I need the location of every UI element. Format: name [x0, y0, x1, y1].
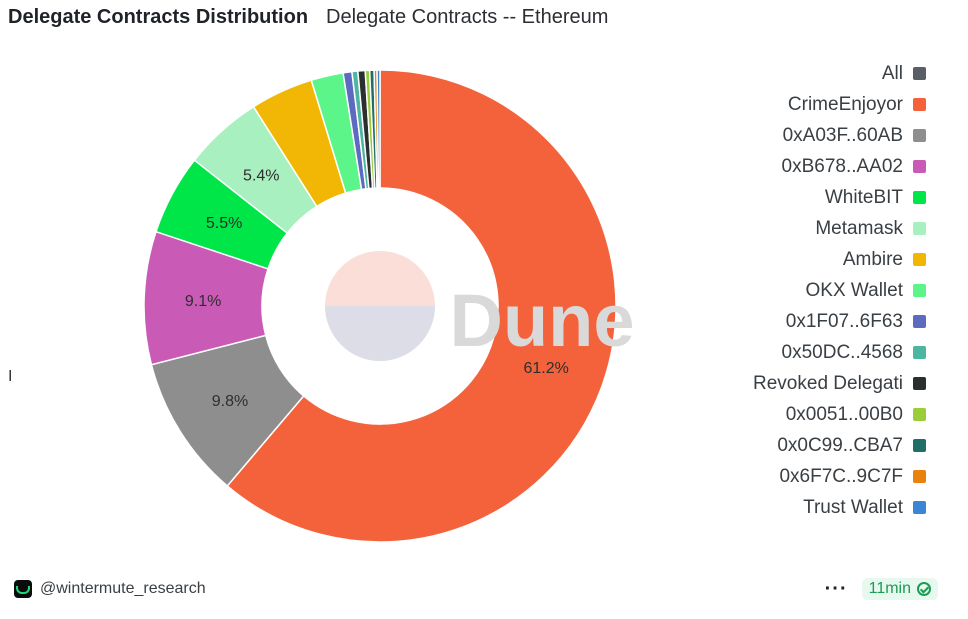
legend-item[interactable]: 0x0051..00B0: [626, 399, 926, 430]
legend-label: WhiteBIT: [824, 186, 903, 208]
legend-item[interactable]: CrimeEnjoyor: [626, 89, 926, 120]
legend-item[interactable]: WhiteBIT: [626, 182, 926, 213]
legend-label: 0x6F7C..9C7F: [779, 465, 903, 487]
legend-label: Metamask: [815, 217, 903, 239]
legend-item[interactable]: Trust Wallet: [626, 492, 926, 523]
dune-watermark: Dune: [450, 279, 635, 362]
legend-label: Trust Wallet: [803, 496, 903, 518]
chart-legend: All CrimeEnjoyor 0xA03F..60AB 0xB678..AA02 W…: [626, 58, 926, 523]
legend-swatch: [913, 470, 926, 483]
legend-item[interactable]: 0x1F07..6F63: [626, 306, 926, 337]
author-avatar: [14, 580, 32, 598]
legend-item[interactable]: Ambire: [626, 244, 926, 275]
slice-label: 5.5%: [206, 215, 242, 232]
legend-swatch: [913, 191, 926, 204]
legend-item[interactable]: 0x6F7C..9C7F: [626, 461, 926, 492]
legend-item[interactable]: Metamask: [626, 213, 926, 244]
ellipsis-icon[interactable]: ···: [824, 578, 848, 600]
legend-item[interactable]: 0x0C99..CBA7: [626, 430, 926, 461]
slice-label: 9.8%: [212, 393, 248, 410]
chart-header: Delegate Contracts Distribution Delegate…: [8, 6, 608, 34]
legend-swatch: [913, 160, 926, 173]
text-cursor-icon: I: [8, 368, 13, 385]
legend-label: 0x1F07..6F63: [785, 310, 903, 332]
legend-item[interactable]: 0xB678..AA02: [626, 151, 926, 182]
footer-actions: ··· 11min: [825, 578, 938, 600]
legend-swatch: [913, 346, 926, 359]
legend-swatch: [913, 253, 926, 266]
author-handle: @wintermute_research: [40, 580, 206, 597]
author-info[interactable]: @wintermute_research: [14, 580, 206, 598]
legend-label: Revoked Delegati: [753, 372, 903, 394]
center-decoration-bottom: [325, 306, 435, 361]
legend-swatch: [913, 377, 926, 390]
legend-item[interactable]: All: [626, 58, 926, 89]
refresh-time: 11min: [868, 580, 911, 597]
chart-subtitle: Delegate Contracts -- Ethereum: [326, 6, 609, 28]
legend-label: CrimeEnjoyor: [787, 93, 903, 115]
legend-swatch: [913, 98, 926, 111]
legend-label: Ambire: [842, 248, 903, 270]
legend-item[interactable]: 0xA03F..60AB: [626, 120, 926, 151]
legend-label: 0x0C99..CBA7: [777, 434, 903, 456]
legend-swatch: [913, 67, 926, 80]
legend-swatch: [913, 315, 926, 328]
legend-label: 0x50DC..4568: [781, 341, 903, 363]
refresh-badge[interactable]: 11min: [861, 578, 938, 600]
legend-label: OKX Wallet: [805, 279, 904, 301]
legend-label: 0xB678..AA02: [781, 155, 903, 177]
legend-item[interactable]: OKX Wallet: [626, 275, 926, 306]
check-circle-icon: [917, 582, 931, 596]
legend-swatch: [913, 222, 926, 235]
chart-title: Delegate Contracts Distribution: [8, 6, 309, 28]
slice-label: 61.2%: [523, 360, 568, 377]
legend-swatch: [913, 129, 926, 142]
legend-label: 0xA03F..60AB: [782, 124, 903, 146]
legend-label: All: [881, 62, 903, 84]
legend-swatch: [913, 408, 926, 421]
legend-swatch: [913, 501, 926, 514]
pie-slice[interactable]: [226, 69, 617, 543]
center-decoration-top: [325, 251, 435, 306]
legend-item[interactable]: 0x50DC..4568: [626, 337, 926, 368]
legend-label: 0x0051..00B0: [785, 403, 903, 425]
legend-swatch: [913, 284, 926, 297]
legend-item[interactable]: Revoked Delegati: [626, 368, 926, 399]
legend-swatch: [913, 439, 926, 452]
slice-label: 5.4%: [243, 168, 279, 185]
slice-label: 9.1%: [185, 293, 221, 310]
pie-slice[interactable]: [376, 69, 381, 189]
